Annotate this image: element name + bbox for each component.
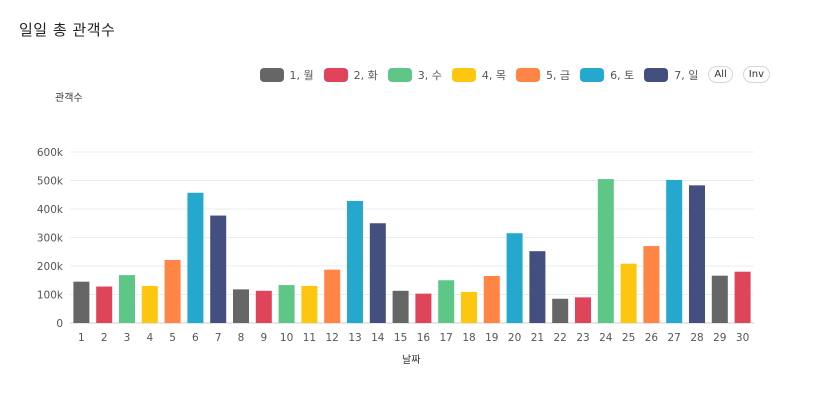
bar-day-28[interactable] [689, 185, 705, 323]
x-tick-label: 13 [348, 332, 361, 344]
bar-day-1[interactable] [73, 281, 90, 323]
chart-legend: 1, 월 2, 화 3, 수 4, 목 5, 금 6, 토 7, 일 All I… [259, 66, 770, 83]
bar-day-4[interactable] [141, 285, 158, 323]
bar-day-11[interactable] [301, 285, 318, 323]
bar-day-8[interactable] [233, 289, 249, 323]
page-title: 일일 총 관객수 [19, 21, 116, 39]
legend-item-mon[interactable]: 1, 월 [259, 67, 314, 83]
x-tick-label: 14 [371, 332, 385, 344]
y-tick-label: 0 [56, 318, 63, 330]
x-tick-label: 19 [485, 332, 498, 344]
bar-day-18[interactable] [461, 291, 477, 323]
x-axis-ticks: 1 2 3 4 5 6 7 8 9 10 11 12 13 14 15 16 17 18 19 20 21 22 23 24 2… [78, 332, 749, 344]
x-tick-label: 15 [394, 332, 407, 344]
y-tick-label: 200k [37, 261, 64, 273]
x-tick-label: 7 [215, 332, 222, 344]
x-tick-label: 10 [280, 332, 293, 344]
x-tick-label: 4 [146, 332, 153, 344]
bar-day-24[interactable] [597, 179, 614, 323]
x-tick-label: 2 [101, 332, 108, 344]
bar-day-22[interactable] [552, 298, 569, 323]
bar-day-20[interactable] [506, 233, 523, 323]
x-tick-label: 25 [622, 332, 635, 344]
legend-item-thu[interactable]: 4, 목 [451, 67, 506, 83]
x-tick-label: 11 [303, 332, 316, 344]
bar-day-2[interactable] [96, 286, 113, 323]
legend-swatch [259, 67, 284, 82]
bar-day-9[interactable] [255, 290, 272, 323]
bar-day-7[interactable] [210, 215, 227, 323]
bar-day-16[interactable] [415, 293, 432, 323]
x-tick-label: 8 [238, 332, 245, 344]
bar-day-23[interactable] [575, 297, 591, 323]
legend-swatch [451, 67, 476, 82]
x-tick-label: 28 [690, 332, 703, 344]
bar-day-14[interactable] [369, 223, 386, 323]
bar-day-12[interactable] [324, 269, 341, 323]
legend-all-button[interactable]: All [708, 66, 733, 83]
x-tick-label: 6 [192, 332, 199, 344]
legend-label: 4, 목 [481, 68, 506, 82]
legend-swatch [580, 67, 605, 82]
x-tick-label: 24 [599, 332, 613, 344]
x-tick-label: 16 [417, 332, 431, 344]
y-tick-label: 100k [37, 290, 64, 302]
x-tick-label: 3 [124, 332, 131, 344]
y-axis-ticks: 0 100k 200k 300k 400k 500k 600k [37, 147, 64, 330]
bar-day-21[interactable] [529, 251, 546, 323]
bar-day-30[interactable] [734, 271, 751, 323]
x-tick-label: 21 [531, 332, 544, 344]
x-tick-label: 29 [713, 332, 726, 344]
legend-item-fri[interactable]: 5, 금 [516, 67, 570, 83]
x-tick-label: 23 [576, 332, 589, 344]
x-tick-label: 12 [326, 332, 339, 344]
legend-item-sat[interactable]: 6, 토 [580, 67, 634, 83]
x-tick-label: 22 [554, 332, 567, 344]
legend-item-sun[interactable]: 7, 일 [644, 67, 698, 83]
bar-day-17[interactable] [438, 280, 455, 323]
y-tick-label: 300k [37, 233, 64, 245]
x-tick-label: 27 [668, 332, 681, 344]
x-tick-label: 9 [260, 332, 267, 344]
legend-label: 7, 일 [674, 68, 699, 82]
chart-grid [70, 151, 754, 324]
legend-item-tue[interactable]: 2, 화 [323, 67, 378, 83]
bar-day-25[interactable] [620, 263, 637, 323]
bar-day-19[interactable] [483, 275, 500, 323]
bar-day-26[interactable] [643, 246, 660, 323]
x-tick-label: 30 [736, 332, 749, 344]
y-tick-label: 600k [37, 147, 64, 159]
legend-swatch [644, 67, 669, 82]
legend-label: 1, 월 [289, 68, 314, 82]
legend-swatch [323, 67, 348, 82]
legend-label: 2, 화 [353, 68, 378, 82]
y-tick-label: 400k [37, 204, 64, 216]
bar-day-6[interactable] [187, 192, 204, 323]
legend-item-wed[interactable]: 3, 수 [387, 67, 442, 83]
legend-swatch [516, 67, 540, 82]
x-tick-label: 18 [462, 332, 475, 344]
legend-label: 6, 토 [610, 68, 635, 82]
legend-invert-button[interactable]: Inv [742, 66, 770, 83]
chart-bars [73, 179, 751, 323]
bar-day-13[interactable] [347, 201, 363, 323]
legend-label: 5, 금 [546, 68, 571, 82]
x-tick-label: 5 [169, 332, 176, 344]
legend-label: 3, 수 [417, 68, 442, 82]
bar-day-10[interactable] [278, 285, 295, 323]
legend-swatch [387, 67, 412, 82]
x-tick-label: 26 [645, 332, 659, 344]
y-axis-label: 관객수 [55, 93, 83, 104]
x-tick-label: 1 [78, 332, 85, 344]
x-axis-label: 날짜 [402, 355, 421, 366]
x-tick-label: 17 [440, 332, 453, 344]
y-tick-label: 500k [37, 176, 64, 188]
bar-day-15[interactable] [392, 290, 409, 323]
bar-day-5[interactable] [164, 260, 181, 323]
bar-day-27[interactable] [666, 179, 683, 323]
bar-day-3[interactable] [119, 275, 135, 323]
x-tick-label: 20 [508, 332, 521, 344]
bar-day-29[interactable] [711, 275, 728, 323]
